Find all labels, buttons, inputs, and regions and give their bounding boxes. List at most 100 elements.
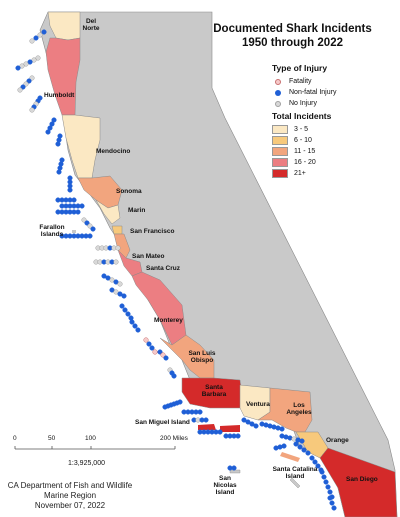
incident-marker (125, 311, 131, 317)
incident-marker (31, 57, 37, 63)
label-marin: Marin (128, 207, 146, 214)
label-san-nicolas-island: San Nicolas Island (213, 475, 237, 496)
label-ventura: Ventura (246, 401, 270, 408)
incident-marker (119, 303, 125, 309)
title-line-1: Documented Shark Incidents (213, 23, 372, 35)
incident-marker (101, 273, 107, 279)
color-swatch (272, 125, 288, 134)
legend: Type of Injury Fatality Non-fatal Injury… (272, 63, 382, 179)
legend-label: No Injury (289, 100, 318, 107)
incident-marker (163, 355, 169, 361)
label-monterey: Monterey (154, 317, 183, 324)
incident-marker (146, 341, 152, 347)
incident-marker (109, 277, 115, 283)
color-swatch (272, 169, 288, 178)
incident-marker (297, 444, 303, 450)
label-los-angeles: Los Angeles (286, 402, 312, 416)
county-mendocino (61, 114, 101, 179)
incident-marker (113, 289, 119, 295)
legend-label: 3 - 5 (294, 126, 309, 133)
incident-points (15, 29, 337, 511)
incident-marker (109, 287, 115, 293)
incident-marker (117, 281, 123, 287)
island-santa-catalina (280, 452, 300, 462)
county-marin (95, 199, 121, 225)
incident-marker (29, 75, 35, 81)
legend-label: 6 - 10 (294, 137, 312, 144)
fatality-marker-icon (275, 78, 281, 85)
incident-marker (325, 484, 331, 490)
legend-injury-heading: Type of Injury (272, 63, 328, 73)
incident-marker (29, 107, 35, 113)
legend-item-non-fatal: Non-fatal Injury (272, 87, 382, 98)
incident-marker (71, 197, 77, 203)
credit-line-3: November 07, 2022 (34, 501, 106, 510)
incident-marker (327, 495, 333, 501)
county-san-diego (319, 447, 398, 517)
island-farallon (72, 230, 76, 233)
incident-marker (79, 203, 85, 209)
credit-line-1: CA Department of Fish and Wildlife (7, 481, 133, 490)
incident-marker (312, 459, 318, 465)
scale-bar: 0 50 100 200 Miles 1:3,925,000 (10, 435, 188, 473)
legend-total-heading: Total Incidents (272, 111, 332, 121)
incident-marker (203, 417, 209, 423)
incident-marker (122, 307, 128, 313)
island-san-clemente (289, 477, 301, 489)
color-swatch (272, 136, 288, 145)
incident-marker (27, 59, 33, 65)
island-san-miguel (198, 424, 216, 430)
title-line-2: 1950 through 2022 (242, 37, 343, 49)
label-santa-catalina-island: Santa Catalina Island (272, 466, 318, 480)
incident-marker (90, 226, 96, 232)
incident-marker (51, 117, 57, 123)
incident-marker (115, 245, 121, 251)
legend-class-11-15: 11 - 15 (272, 146, 382, 157)
incident-marker (152, 349, 158, 355)
incident-marker (235, 433, 241, 439)
legend-class-16-20: 16 - 20 (272, 157, 382, 168)
label-san-mateo: San Mateo (132, 253, 165, 260)
incident-marker (23, 81, 29, 87)
incident-marker (23, 61, 29, 67)
legend-label: 21+ (294, 170, 306, 177)
incident-marker (279, 426, 285, 432)
incident-marker (55, 141, 61, 147)
color-swatch (272, 158, 288, 167)
incident-marker (87, 223, 93, 229)
incident-marker (309, 455, 315, 461)
incident-marker (17, 87, 23, 93)
scale-label-50: 50 (48, 435, 56, 442)
incident-marker (113, 259, 119, 265)
label-san-diego: San Diego (346, 476, 378, 483)
legend-label: Fatality (289, 78, 312, 85)
incident-marker (41, 29, 47, 35)
island-santa-rosa (220, 425, 240, 432)
scale-label-0: 0 (13, 435, 17, 442)
scale-label-100: 100 (85, 435, 96, 442)
incident-marker (19, 63, 25, 69)
incident-marker (105, 275, 111, 281)
no-injury-marker-icon (275, 100, 281, 107)
credit-line-2: Marine Region (43, 491, 97, 500)
label-farallon-islands: Farallon Islands (39, 224, 65, 238)
incident-marker (253, 423, 259, 429)
incident-marker (217, 429, 223, 435)
incident-marker (121, 293, 127, 299)
incident-marker (323, 479, 329, 485)
incident-marker (117, 291, 123, 297)
incident-marker (129, 319, 135, 325)
county-los-angeles (257, 387, 313, 433)
map-credit: CA Department of Fish and Wildlife Marin… (0, 481, 140, 511)
incident-marker (37, 32, 43, 38)
incident-marker (67, 187, 73, 193)
incident-marker (245, 419, 251, 425)
incident-marker (15, 65, 21, 71)
incident-marker (321, 474, 327, 480)
incident-marker (113, 279, 119, 285)
incident-marker (135, 327, 141, 333)
incident-marker (47, 125, 53, 131)
scale-label-200: 200 Miles (160, 435, 188, 442)
